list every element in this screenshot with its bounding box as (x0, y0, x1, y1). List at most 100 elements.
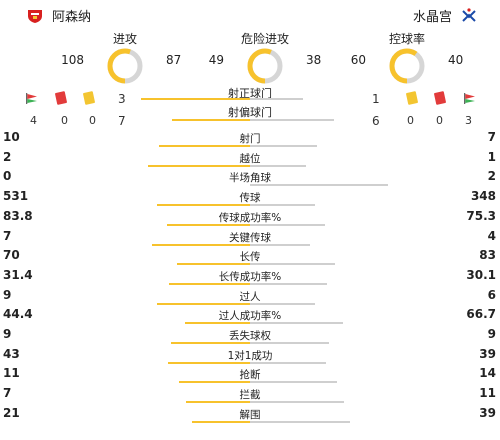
stat-home-bar (168, 361, 250, 364)
shots-on-target-row: 射正球门 (0, 84, 500, 104)
shots-off-target-row: 射偏球门 (0, 103, 500, 123)
stat-home-value: 31.4 (3, 267, 33, 282)
stat-away-bar (250, 322, 343, 325)
away-shots-on-bar (250, 98, 303, 100)
stat-home-bar (152, 243, 250, 246)
away-shots-on-value: 1 (372, 92, 380, 106)
stat-name: 长传 (239, 251, 261, 264)
stat-away-value: 83 (479, 248, 496, 263)
stat-name: 抢断 (239, 369, 261, 382)
stat-away-value: 30.1 (466, 267, 496, 282)
stat-away-bar (250, 401, 344, 404)
stat-row: 31.4 长传成功率% 30.1 (0, 266, 500, 286)
stat-away-bar (250, 420, 350, 423)
home-shots-off-value: 7 (118, 114, 126, 128)
stat-away-bar (250, 282, 327, 285)
stat-name: 越位 (239, 152, 261, 165)
stat-home-bar (171, 342, 250, 344)
gauge-dangerous-attack: 危险进攻 49 38 (190, 30, 340, 84)
stat-name: 解围 (239, 408, 261, 421)
stat-home-value: 21 (3, 405, 20, 420)
stat-home-bar (157, 204, 250, 207)
gauge-ring (247, 48, 283, 84)
stat-name: 拦截 (239, 389, 261, 402)
stat-home-bar (186, 401, 250, 404)
stat-away-value: 75.3 (466, 208, 496, 223)
stat-home-value: 7 (3, 386, 12, 401)
home-red-cards-count: 0 (61, 114, 68, 127)
stat-away-value: 39 (479, 405, 496, 420)
stat-home-value: 9 (3, 287, 12, 302)
stat-name: 1对1成功 (227, 349, 273, 362)
stat-home-value: 10 (3, 130, 20, 144)
stat-home-bar (159, 145, 250, 147)
stat-away-bar (250, 381, 337, 384)
away-team[interactable]: 水晶宫 (413, 6, 478, 25)
away-team-name: 水晶宫 (412, 10, 452, 25)
home-team[interactable]: 阿森纳 (26, 6, 91, 25)
stat-home-value: 44.4 (3, 307, 33, 322)
gauge-label: 进攻 (112, 32, 137, 46)
summary-gauges: 进攻 108 87 危险进攻 49 38 控球率 60 40 (0, 30, 500, 84)
stat-name: 传球 (239, 192, 261, 205)
stat-away-bar (250, 361, 326, 364)
stat-name: 丢失球权 (229, 330, 271, 342)
away-discipline-icons (405, 91, 476, 105)
stat-row: 9 丢失球权 9 (0, 325, 500, 345)
match-header: 阿森纳 水晶宫 (0, 0, 500, 28)
home-shots-on-bar (141, 98, 250, 100)
stat-home-value: 9 (3, 327, 12, 341)
away-yellow-cards-count: 0 (407, 114, 414, 127)
gauge-possession: 控球率 60 40 (332, 30, 482, 84)
away-red-cards-count: 0 (436, 114, 443, 127)
stat-away-bar (250, 302, 315, 305)
stat-name: 传球成功率% (218, 211, 282, 224)
crystal-palace-badge-icon (462, 7, 476, 22)
stat-row: 7 拦截 11 (0, 384, 500, 404)
stat-away-value: 1 (487, 149, 496, 164)
stat-row: 7 关键传球 4 (0, 227, 500, 247)
shots-off-target-label: 射偏球门 (228, 106, 272, 119)
stat-home-bar (167, 223, 250, 226)
stat-away-bar (250, 145, 317, 147)
stat-away-bar (250, 164, 306, 167)
home-shots-off-bar (172, 119, 250, 121)
away-shots-off-value: 6 (372, 114, 380, 128)
stat-home-bar (177, 263, 250, 266)
stat-name: 长传成功率% (218, 270, 282, 283)
away-corners-count: 3 (465, 114, 472, 127)
stat-name: 关键传球 (229, 231, 271, 244)
home-yellow-cards-count: 0 (89, 114, 96, 127)
away-shots-off-bar (250, 119, 334, 121)
stat-home-value: 2 (3, 149, 12, 164)
stat-row: 10 射门 7 (0, 128, 500, 148)
stat-home-bar (157, 302, 250, 305)
stat-row: 44.4 过人成功率% 66.7 (0, 305, 500, 325)
gauge-ring (107, 48, 143, 84)
stat-away-value: 6 (487, 287, 496, 302)
stat-home-value: 0 (3, 169, 12, 184)
stat-home-bar (179, 381, 250, 384)
stat-away-bar (250, 204, 315, 207)
home-corners-count: 4 (30, 114, 37, 127)
stat-home-bar (192, 420, 250, 423)
stat-home-value: 43 (3, 346, 20, 361)
gauge-away-value: 40 (448, 53, 464, 67)
stat-home-value: 7 (3, 228, 12, 243)
stat-home-bar (169, 282, 250, 285)
home-discipline-icons (25, 91, 96, 105)
stat-name: 过人成功率% (218, 310, 282, 323)
gauge-label: 控球率 (388, 32, 425, 46)
corner-flag-icon (464, 92, 475, 104)
gauge-attack: 进攻 108 87 (50, 30, 200, 84)
stat-row: 2 越位 1 (0, 148, 500, 168)
stat-away-bar (250, 184, 388, 187)
stat-away-value: 14 (479, 366, 496, 381)
stat-row: 21 解围 39 (0, 404, 500, 424)
stat-row: 83.8 传球成功率% 75.3 (0, 207, 500, 227)
home-shots-on-value: 3 (118, 92, 126, 106)
stat-away-value: 9 (487, 327, 496, 341)
stat-away-value: 4 (487, 228, 496, 243)
stat-row: 531 传球 348 (0, 187, 500, 207)
gauge-home-value: 60 (350, 53, 366, 67)
